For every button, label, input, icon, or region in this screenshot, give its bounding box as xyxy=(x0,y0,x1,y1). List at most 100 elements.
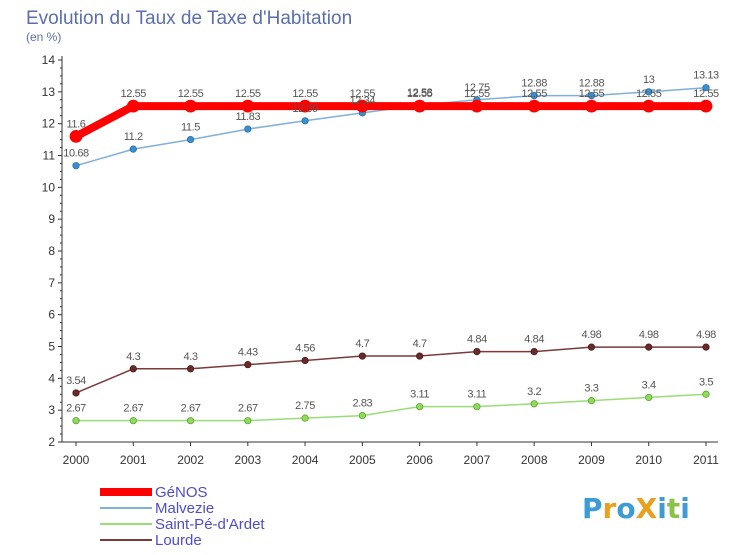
data-point xyxy=(470,99,484,113)
x-ticks: 2000 2001 2002 2003 2004 2005 2006 2007 2008 2009… xyxy=(63,442,719,467)
x-tick-label: 2000 xyxy=(63,453,90,467)
data-point xyxy=(416,403,424,411)
data-point xyxy=(72,389,80,397)
series-0 xyxy=(69,99,713,143)
data-label: 4.56 xyxy=(295,343,315,355)
x-tick-label: 2001 xyxy=(120,453,147,467)
y-tick-label: 7 xyxy=(48,276,55,290)
x-tick-label: 2004 xyxy=(292,453,319,467)
series-layer xyxy=(69,84,713,425)
data-point xyxy=(184,99,197,113)
data-label: 3.11 xyxy=(410,389,429,401)
data-label: 12.58 xyxy=(407,87,433,99)
data-label: 4.7 xyxy=(413,338,427,350)
data-label: 13.13 xyxy=(693,70,719,82)
data-label: 12.55 xyxy=(292,88,318,100)
data-label: 12.88 xyxy=(579,78,605,90)
data-point xyxy=(530,400,538,408)
data-label: 3.4 xyxy=(642,379,656,391)
data-label: 4.84 xyxy=(524,334,544,346)
data-point xyxy=(72,162,80,170)
data-label: 12.55 xyxy=(636,88,662,100)
logo-letter: r xyxy=(603,492,617,525)
series-line xyxy=(75,346,706,394)
data-point xyxy=(645,88,653,96)
data-label: 3.54 xyxy=(66,375,86,387)
data-label: 4.98 xyxy=(696,329,716,341)
y-tick-label: 13 xyxy=(42,85,56,99)
data-point xyxy=(358,411,366,420)
logo-letter: o xyxy=(616,492,635,525)
data-point xyxy=(301,414,309,422)
data-label: 2.67 xyxy=(66,403,86,415)
data-label: 12.34 xyxy=(350,95,376,107)
data-label: 3.3 xyxy=(584,383,598,395)
series-line xyxy=(76,393,707,422)
logo-letter: P xyxy=(582,492,603,525)
data-label: 11.6 xyxy=(67,118,86,130)
data-label: 4.43 xyxy=(238,347,258,359)
data-label: 12.55 xyxy=(178,88,204,100)
logo-letter: t xyxy=(667,492,680,525)
chart-title: Evolution du Taux de Taxe d'Habitation xyxy=(26,8,352,29)
data-label: 10.68 xyxy=(63,148,89,160)
data-point xyxy=(587,92,596,100)
data-point xyxy=(301,356,309,365)
y-tick-label: 8 xyxy=(48,244,55,258)
data-label: 12.75 xyxy=(464,82,490,94)
data-label: 11.5 xyxy=(181,122,200,134)
data-label: 12.55 xyxy=(693,88,719,100)
data-point xyxy=(358,352,366,360)
data-point xyxy=(585,99,598,113)
data-label: 12.09 xyxy=(292,103,318,115)
data-label: 11.83 xyxy=(235,111,260,123)
data-point xyxy=(527,99,541,113)
series-1 xyxy=(72,84,710,170)
data-label: 4.98 xyxy=(582,329,602,341)
x-tick-label: 2010 xyxy=(635,453,662,467)
data-labels: 11.6 12.55 12.55 12.55 12.55 12.55 12.55 12.55 1… xyxy=(63,70,719,415)
data-point xyxy=(72,417,80,425)
data-label: 2.67 xyxy=(238,403,258,415)
logo-letter: i xyxy=(657,492,667,525)
logo-letter: i xyxy=(680,492,690,525)
data-point xyxy=(413,99,427,113)
data-label: 12.55 xyxy=(521,88,547,100)
series-line xyxy=(75,86,707,167)
data-label: 4.3 xyxy=(126,351,140,363)
data-point xyxy=(69,129,83,143)
data-point xyxy=(642,99,656,113)
data-point xyxy=(587,397,596,405)
data-label: 2.75 xyxy=(295,400,315,412)
data-label: 4.3 xyxy=(183,351,197,363)
data-point xyxy=(473,403,481,411)
data-point xyxy=(530,347,538,356)
axes xyxy=(61,56,718,443)
legend-label: GéNOS xyxy=(155,484,208,501)
y-tick-label: 14 xyxy=(42,53,56,67)
data-point xyxy=(587,343,596,351)
data-label: 2.67 xyxy=(123,403,143,415)
y-tick-label: 5 xyxy=(48,340,55,354)
series-2 xyxy=(72,390,710,425)
y-tick-label: 11 xyxy=(43,149,56,163)
data-point xyxy=(473,347,481,356)
y-tick-label: 6 xyxy=(48,308,55,322)
data-point xyxy=(244,361,252,369)
x-tick-label: 2007 xyxy=(464,453,491,467)
x-tick-label: 2002 xyxy=(177,453,204,467)
x-tick-label: 2003 xyxy=(234,453,261,467)
proxiti-logo: ProXiti xyxy=(582,492,690,525)
data-point xyxy=(530,92,538,100)
data-label: 12.55 xyxy=(121,88,147,100)
legend-label: Saint-Pé-d'Ardet xyxy=(155,516,265,533)
series-line xyxy=(74,102,706,140)
y-tick-label: 10 xyxy=(42,180,56,194)
data-label: 13 xyxy=(643,74,655,86)
data-point xyxy=(645,343,653,351)
data-label: 12.55 xyxy=(235,88,261,100)
data-label: 3.2 xyxy=(527,386,541,398)
y-tick-label: 4 xyxy=(48,371,55,385)
y-tick-label: 9 xyxy=(48,212,55,226)
